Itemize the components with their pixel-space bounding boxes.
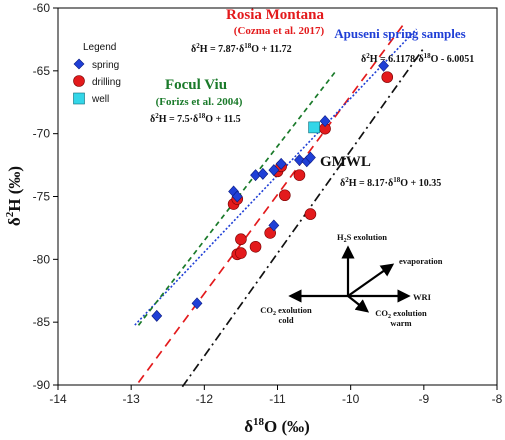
legend-entry-well: well [73,92,109,105]
x-tick-label: -12 [196,392,214,406]
data-points [151,59,394,322]
x-tick-label: -14 [49,392,67,406]
rosia-equation: δ2H = 7.87·δ18O + 11.72 [191,42,292,55]
x-axis-title: δ18O (‰) [244,416,310,436]
plot-area [57,7,498,386]
point-well [308,121,320,134]
legend-entry-drilling: drilling [73,75,121,88]
gmwl-equation: δ2H = 8.17·δ18O + 10.35 [340,176,441,189]
fit-line-apuseni [134,28,418,326]
legend-label-well: well [91,94,109,105]
legend-entry-spring: spring [73,58,119,71]
gmwl-title: GMWL [320,154,371,170]
rosia-title: Rosia Montana [226,7,324,23]
rosia-annotation: Rosia Montana (Cozma et al. 2017) δ2H = … [191,7,325,55]
x-tick-label: -13 [122,392,140,406]
vector-label-co2-cold-2: cold [278,315,293,325]
point-spring [305,151,316,164]
point-spring [231,190,243,203]
vector-label-h2s: H2S exolution [337,232,387,244]
y-tick-label: -80 [33,252,51,266]
point-drilling [304,208,317,220]
apuseni-title: Apuseni spring samples [334,26,465,41]
point-spring [275,157,287,170]
rosia-subtitle: (Cozma et al. 2017) [234,25,325,37]
point-drilling [381,71,394,83]
point-spring [151,309,163,322]
fit-lines [134,21,425,388]
process-vector-diagram: H2S exolution evaporation WRI CO2 exolut… [260,232,442,328]
legend-marker-circle [73,75,85,87]
legend: Legend spring drilling well [73,42,121,105]
point-spring [191,297,203,310]
legend-label-spring: spring [92,60,119,71]
legend-label-drilling: drilling [92,77,121,88]
focul-equation: δ2H = 7.5·δ18O + 11.5 [150,112,241,125]
y-tick-label: -90 [33,378,51,392]
point-spring [294,154,305,167]
point-drilling [235,233,247,246]
legend-marker-diamond [73,58,85,70]
legend-marker-square [73,92,85,105]
point-spring [268,219,280,232]
point-spring [257,167,269,180]
point-drilling [279,189,291,202]
y-tick-label: -65 [33,64,51,78]
x-tick-label: -9 [418,392,429,406]
vector-label-evaporation: evaporation [399,256,443,266]
plot-frame [57,7,498,386]
focul-annotation: Focul Viu (Forizs et al. 2004) δ2H = 7.5… [150,77,243,125]
point-spring [378,59,389,72]
focul-title: Focul Viu [165,77,227,93]
y-axis-title: δ2H (‰) [4,166,24,226]
y-tick-label: -85 [33,315,51,329]
x-tick-label: -8 [492,392,503,406]
y-tick-label: -60 [33,1,51,15]
y-tick-label: -75 [33,190,51,204]
vector-label-wri: WRI [413,292,432,302]
vector-down-right-arrow [347,295,370,313]
x-tick-label: -11 [269,392,286,406]
fit-line-gmwl [181,47,425,388]
legend-title: Legend [83,42,116,53]
x-tick-label: -10 [342,392,360,406]
point-spring [268,164,280,177]
focul-subtitle: (Forizs et al. 2004) [156,96,243,108]
point-spring [319,115,331,128]
apuseni-annotation: Apuseni spring samples δ2H = 6.1178·δ18O… [334,26,474,65]
point-drilling [249,240,262,253]
gmwl-annotation: GMWL δ2H = 8.17·δ18O + 10.35 [320,154,441,189]
apuseni-equation: δ2H = 6.1178·δ18O - 6.0051 [361,52,474,65]
point-drilling [293,169,306,181]
axis-ticks: -14 -13 -12 -11 -10 -9 -8 -90 -85 -80 -75 -70 -65 -60 [33,1,503,406]
y-tick-label: -70 [33,127,51,141]
vector-label-co2-warm-2: warm [390,318,411,328]
point-drilling [235,247,247,259]
